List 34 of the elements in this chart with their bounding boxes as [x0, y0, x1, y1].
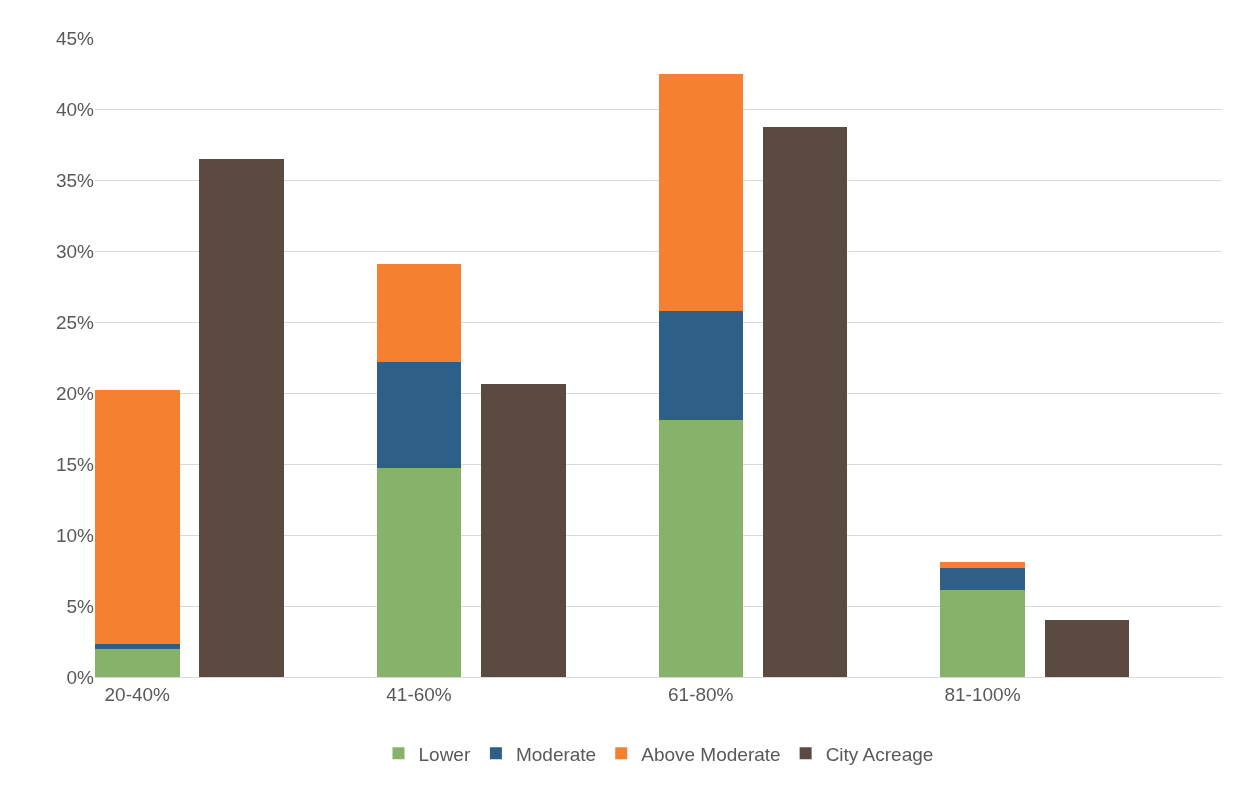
legend-label: Moderate — [515, 743, 597, 765]
bar — [940, 567, 1025, 591]
bar — [658, 310, 744, 420]
y-tick-label: 35% — [55, 169, 95, 191]
bar — [376, 361, 462, 469]
bar — [95, 648, 180, 677]
y-tick-label: 5% — [66, 595, 95, 617]
bar — [95, 390, 180, 645]
bar — [1044, 620, 1130, 677]
y-tick-label: 10% — [55, 524, 95, 546]
legend-label: City Acreage — [825, 743, 934, 765]
bar — [199, 158, 284, 677]
legend-label: Lower — [418, 743, 471, 765]
bar — [762, 127, 848, 677]
y-tick-label: 20% — [55, 382, 95, 404]
y-tick-label: 15% — [55, 453, 95, 475]
legend-label: Above Moderate — [641, 743, 781, 765]
x-tick-label: 81-100% — [944, 683, 1021, 705]
bar — [658, 419, 744, 677]
bar — [376, 263, 462, 362]
bar — [940, 590, 1025, 677]
y-tick-label: 25% — [55, 311, 95, 333]
bar — [481, 384, 566, 677]
bar — [658, 73, 744, 311]
bar — [95, 644, 180, 649]
y-tick-label: 0% — [66, 666, 95, 688]
bar — [376, 468, 462, 677]
x-tick-label: 41-60% — [386, 683, 452, 705]
bar — [940, 561, 1025, 568]
y-tick-label: 40% — [55, 98, 95, 120]
y-tick-label: 45% — [55, 27, 95, 49]
x-tick-label: 20-40% — [104, 683, 171, 705]
x-tick-label: 61-80% — [668, 683, 734, 705]
y-tick-label: 30% — [55, 240, 95, 262]
